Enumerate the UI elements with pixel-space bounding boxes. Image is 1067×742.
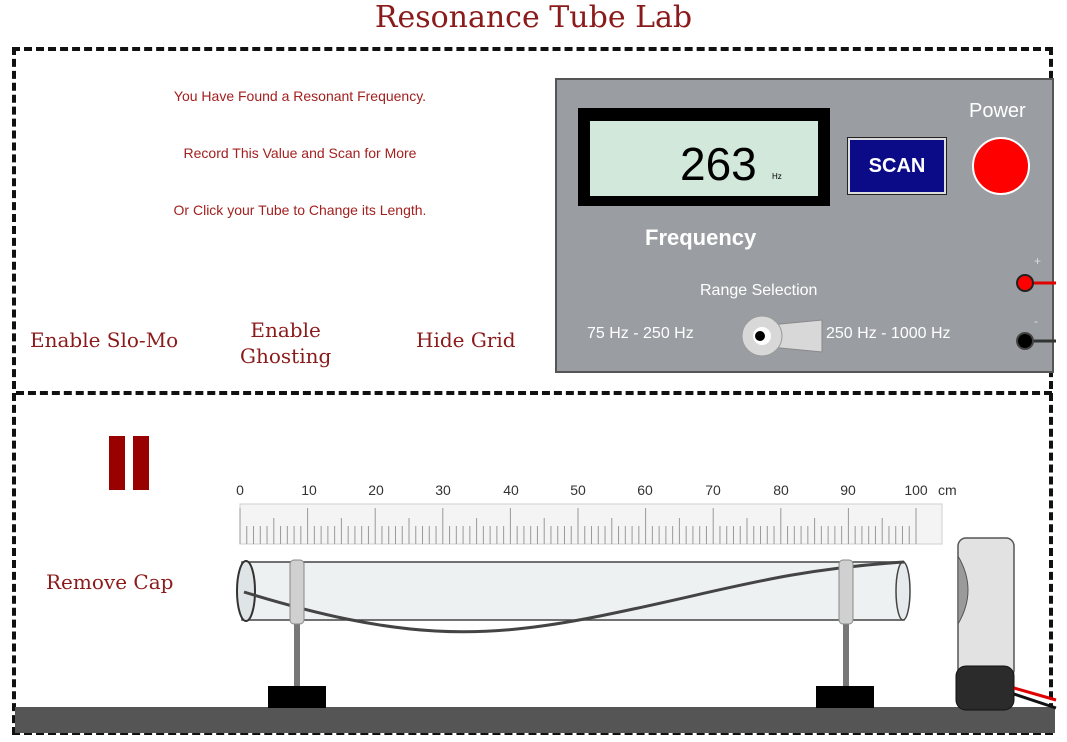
terminal-minus-label: - [1034, 314, 1038, 328]
ruler-ticks [239, 508, 917, 544]
ruler-label: 0 [236, 482, 244, 498]
stand-base-left [268, 686, 326, 708]
ruler-label: 10 [301, 482, 317, 498]
range-selection-label: Range Selection [700, 282, 818, 299]
ruler-label: 100 [904, 482, 928, 498]
stand-rod-left [294, 590, 300, 686]
power-label: Power [969, 100, 1026, 122]
ruler-label: 20 [368, 482, 384, 498]
resonance-tube[interactable] [236, 560, 911, 634]
ruler-label: 40 [503, 482, 519, 498]
range-knob-icon[interactable] [740, 314, 830, 358]
clamp-left [289, 559, 305, 625]
power-button[interactable] [972, 137, 1030, 195]
terminal-plus-label: + [1034, 254, 1042, 268]
speaker-icon [955, 537, 1057, 711]
ruler [239, 503, 943, 545]
pause-icon[interactable] [109, 436, 149, 490]
section-divider [16, 391, 1052, 395]
frequency-display [590, 121, 818, 196]
status-message-2: Record This Value and Scan for More [183, 145, 417, 161]
ruler-label: 80 [773, 482, 789, 498]
frequency-value: 263 [680, 138, 757, 190]
ruler-unit: cm [938, 482, 957, 498]
ruler-label: 30 [435, 482, 451, 498]
stand-base-right [816, 686, 874, 708]
range-high-label: 250 Hz - 1000 Hz [826, 325, 951, 342]
remove-cap-button[interactable]: Remove Cap [46, 570, 174, 594]
floor [15, 707, 1055, 733]
ruler-label: 50 [570, 482, 586, 498]
ghosting-label-line2: Ghosting [240, 344, 332, 368]
ruler-label: 60 [637, 482, 653, 498]
stand-rod-right [843, 590, 849, 686]
ruler-label: 70 [705, 482, 721, 498]
clamp-right [838, 559, 854, 625]
ruler-label: 90 [840, 482, 856, 498]
range-low-label: 75 Hz - 250 Hz [587, 325, 694, 342]
status-message-3: Or Click your Tube to Change its Length. [173, 202, 427, 218]
hide-grid-button[interactable]: Hide Grid [416, 328, 516, 352]
frequency-unit: Hz [772, 172, 782, 181]
scan-button[interactable]: SCAN [848, 138, 946, 194]
page-title: Resonance Tube Lab [374, 0, 693, 35]
status-message-1: You Have Found a Resonant Frequency. [173, 88, 427, 104]
enable-slomo-button[interactable]: Enable Slo-Mo [30, 328, 179, 352]
enable-ghosting-button[interactable]: Enable Ghosting [240, 317, 331, 369]
ghosting-label-line1: Enable [250, 318, 321, 342]
frequency-label: Frequency [645, 225, 757, 250]
